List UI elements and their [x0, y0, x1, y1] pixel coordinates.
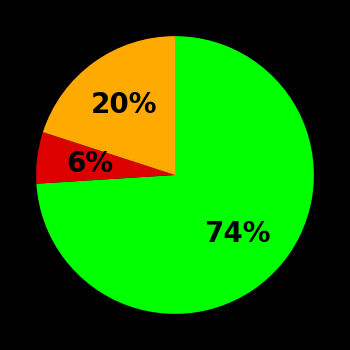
Text: 20%: 20%: [91, 91, 158, 119]
Text: 74%: 74%: [204, 220, 271, 248]
Text: 6%: 6%: [66, 150, 113, 178]
Wedge shape: [43, 36, 175, 175]
Wedge shape: [36, 132, 175, 184]
Wedge shape: [36, 36, 314, 314]
